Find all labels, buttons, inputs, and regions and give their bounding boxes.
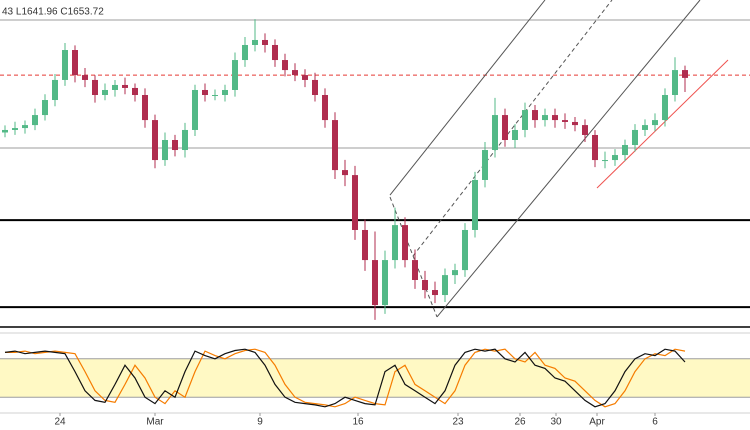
candle-body <box>602 160 608 162</box>
candle-body <box>382 260 388 306</box>
x-tick-label: 6 <box>652 417 658 428</box>
candle-body <box>632 129 638 146</box>
candle-body <box>362 229 368 261</box>
candle-body <box>142 95 148 121</box>
candle-body <box>312 79 318 96</box>
candle-body <box>162 139 168 161</box>
candle-body <box>2 129 8 133</box>
candle-body <box>242 44 248 61</box>
candle-body <box>292 70 298 76</box>
stoch-pane <box>0 348 750 408</box>
candle-body <box>102 89 108 96</box>
candle-body <box>432 290 438 296</box>
candle-body <box>302 75 308 80</box>
candle-body <box>622 145 628 156</box>
candle-body <box>262 39 268 45</box>
candle-body <box>482 150 488 180</box>
x-tick-label: Apr <box>589 417 605 428</box>
candle-body <box>392 225 398 261</box>
candle-body <box>282 60 288 71</box>
candle-body <box>582 125 588 135</box>
candle-body <box>132 87 138 96</box>
header-text: 43 L1641.96 C1653.72 <box>2 7 104 18</box>
candle-body <box>182 129 188 151</box>
x-tick-label: 26 <box>514 417 526 428</box>
candle-body <box>532 110 538 121</box>
trend-line <box>436 0 701 318</box>
candle-body <box>62 50 68 80</box>
candle-body <box>112 84 118 90</box>
candle-body <box>212 95 218 97</box>
candle-body <box>592 134 598 161</box>
candle-body <box>672 70 678 96</box>
candle-body <box>662 95 668 121</box>
candle-body <box>442 275 448 296</box>
candle-body <box>352 175 358 230</box>
candle-body <box>232 60 238 90</box>
candle-body <box>32 115 38 126</box>
candle-body <box>612 155 618 161</box>
candle-body <box>172 139 178 151</box>
candle-body <box>82 75 88 80</box>
candle-body <box>522 110 528 130</box>
trend-line <box>389 0 546 196</box>
candle-body <box>42 100 48 116</box>
candle-body <box>492 115 498 151</box>
candle-body <box>472 179 478 230</box>
candle-body <box>372 260 378 306</box>
stoch-line <box>4 348 686 408</box>
candle-body <box>22 125 28 129</box>
x-tick-label: 23 <box>452 417 464 428</box>
x-tick-label: Mar <box>146 417 164 428</box>
candle-body <box>92 79 98 96</box>
x-tick-label: 24 <box>54 417 66 428</box>
candle-body <box>152 120 158 161</box>
candle-body <box>202 89 208 96</box>
candle-body <box>502 115 508 140</box>
candle-body <box>542 115 548 121</box>
candle-body <box>322 95 328 121</box>
candle-body <box>402 225 408 261</box>
stoch-line <box>5 348 686 408</box>
candle-body <box>12 128 18 130</box>
candle-body <box>122 84 128 88</box>
candle-body <box>332 120 338 171</box>
trend-line <box>412 0 613 257</box>
candle-body <box>452 270 458 276</box>
x-tick-label: 9 <box>257 417 263 428</box>
candle-body <box>192 89 198 130</box>
candle-body <box>422 279 428 291</box>
candle-body <box>52 79 58 101</box>
x-tick-label: 30 <box>550 417 562 428</box>
trend-line <box>596 59 729 189</box>
oversold-band <box>0 358 750 398</box>
candle-body <box>342 170 348 176</box>
candle-body <box>222 89 228 96</box>
candle-body <box>462 229 468 271</box>
price-pane <box>0 0 750 328</box>
candle-body <box>572 121 578 126</box>
candle-body <box>642 125 648 130</box>
candle-body <box>552 115 558 121</box>
candle-body <box>412 260 418 280</box>
x-tick-label: 16 <box>352 417 364 428</box>
trend-line <box>389 196 438 318</box>
candle-body <box>252 39 258 45</box>
candle-body <box>682 70 688 78</box>
candle-body <box>72 50 78 76</box>
candle-body <box>272 44 278 61</box>
candle-body <box>562 120 568 122</box>
candle-body <box>652 120 658 126</box>
candle-body <box>512 129 518 140</box>
